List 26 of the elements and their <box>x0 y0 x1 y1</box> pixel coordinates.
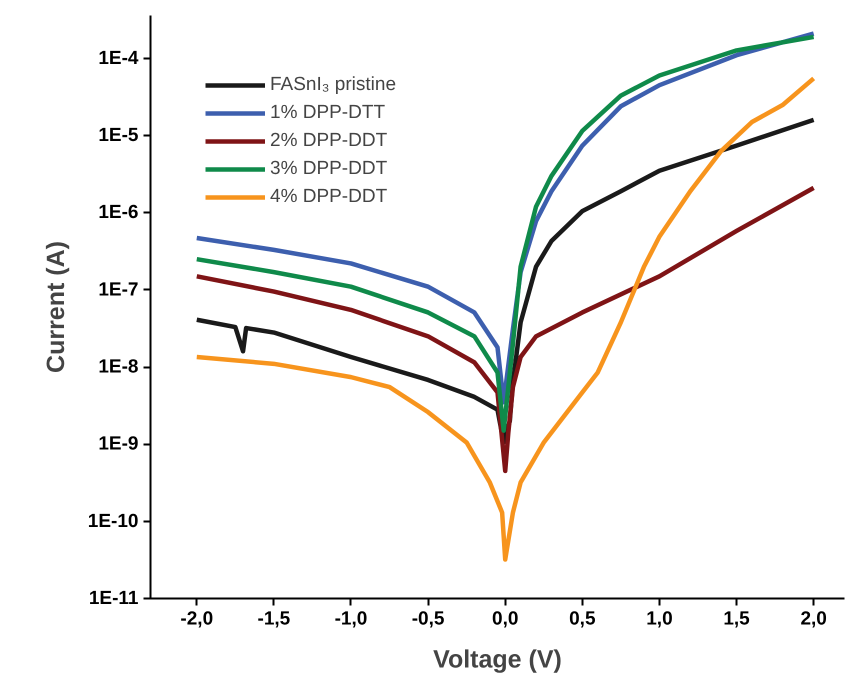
y-axis-title: Current (A) <box>42 241 70 373</box>
y-tick-label: 1E-7 <box>98 279 139 300</box>
y-tick-label: 1E-9 <box>98 434 139 455</box>
y-tick-label: 1E-6 <box>98 202 139 224</box>
x-tick-label: 1,5 <box>723 608 750 630</box>
x-axis-title: Voltage (V) <box>433 646 562 674</box>
line-series <box>194 186 816 474</box>
x-tick-label: -2,0 <box>180 608 214 630</box>
x-tick-label: -1,5 <box>258 608 291 630</box>
legend-label: 4% DPP-DDT <box>270 186 388 208</box>
x-tick-label: 1,0 <box>646 608 673 630</box>
x-tick-label: 0,5 <box>569 608 596 630</box>
y-tick-label: 1E-4 <box>98 48 139 69</box>
legend-label: 2% DPP-DDT <box>270 130 388 152</box>
x-tick-label: 0,0 <box>492 608 518 630</box>
x-tick-label: -1,0 <box>334 608 368 630</box>
x-tick-label: -0,5 <box>412 608 445 630</box>
y-tick-label: 1E-11 <box>88 588 139 609</box>
x-tick-label: 2,0 <box>800 608 827 630</box>
legend-label: 3% DPP-DDT <box>270 158 388 180</box>
y-tick-label: 1E-5 <box>98 125 139 146</box>
line-series <box>194 76 816 562</box>
y-tick-label: 1E-8 <box>98 356 139 378</box>
legend-label: FASnI₃ pristine <box>270 74 396 96</box>
legend-label: 1% DPP-DTT <box>270 102 386 124</box>
y-tick-label: 1E-10 <box>88 510 138 532</box>
